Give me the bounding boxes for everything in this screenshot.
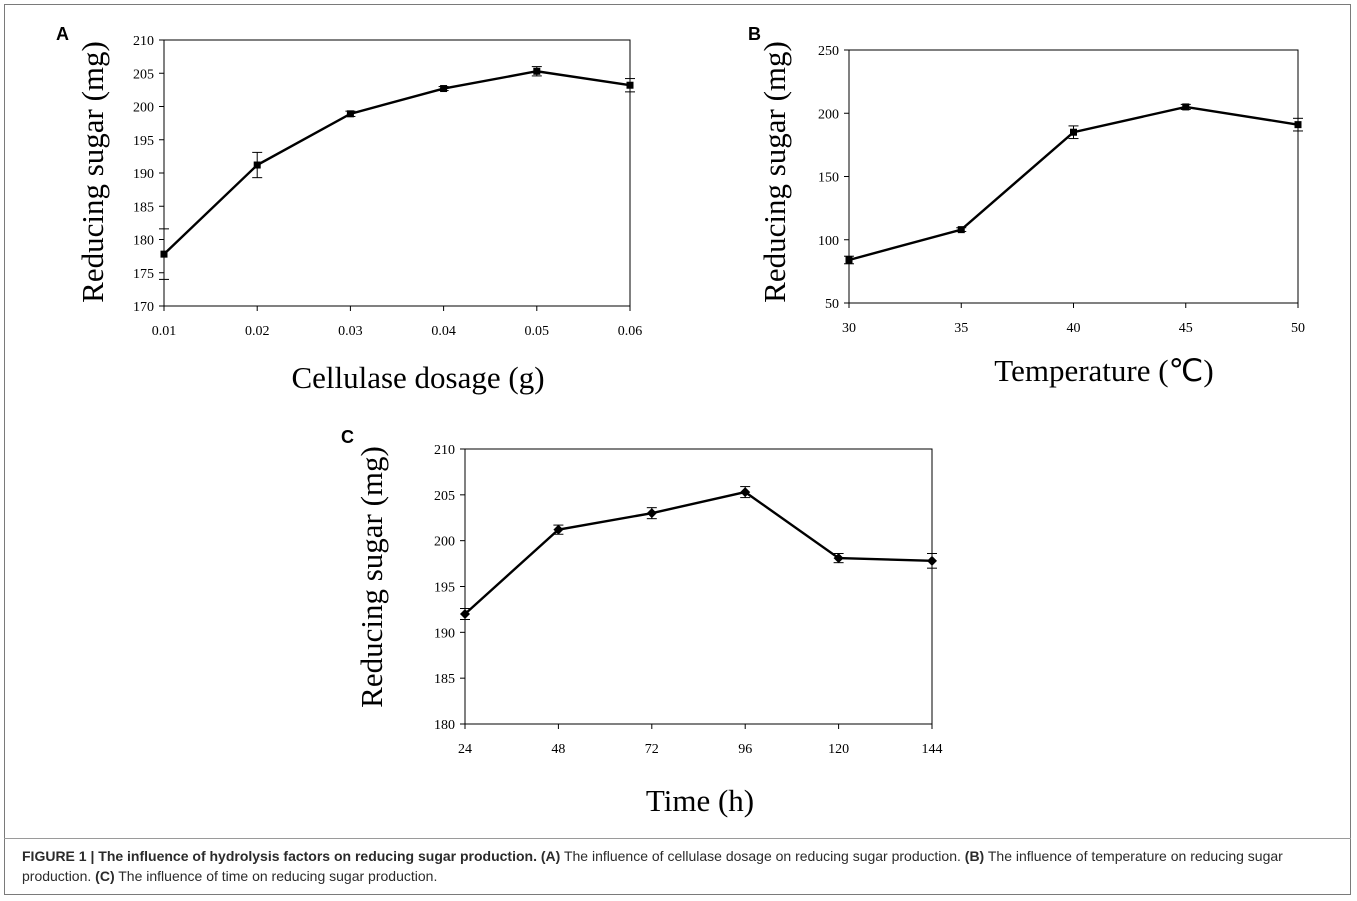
data-point xyxy=(160,250,168,258)
y-axis-title-c: Reducing sugar (mg) xyxy=(354,446,389,708)
data-point xyxy=(740,487,751,498)
data-point xyxy=(845,256,853,264)
x-tick-label: 0.02 xyxy=(245,324,270,339)
x-tick-label: 24 xyxy=(458,742,472,757)
y-tick-label: 180 xyxy=(434,718,455,733)
x-tick-label: 48 xyxy=(551,742,565,757)
x-tick-label: 0.03 xyxy=(338,324,363,339)
chart-a: 170 175 180 185 190 195 200 205 210 0.01 0.02 0.03 0… xyxy=(56,24,642,395)
y-tick-label: 190 xyxy=(133,167,154,182)
y-tick-label: 210 xyxy=(133,34,154,49)
y-tick-label: 185 xyxy=(133,200,154,215)
data-point xyxy=(460,609,470,619)
data-point xyxy=(833,553,844,564)
panel-letter-b: B xyxy=(748,24,761,44)
x-axis-title-c: Time (h) xyxy=(646,783,754,818)
series-line-c xyxy=(464,490,933,615)
y-tick-label: 50 xyxy=(825,297,839,312)
y-tick-label: 195 xyxy=(133,134,154,149)
x-tick-label: 35 xyxy=(954,321,968,336)
y-tick-label: 100 xyxy=(818,234,839,249)
x-tick-label: 0.05 xyxy=(525,324,550,339)
caption-divider xyxy=(4,838,1351,839)
x-axis-title-a: Cellulase dosage (g) xyxy=(291,360,544,395)
y-axis-title-b: Reducing sugar (mg) xyxy=(757,41,792,303)
y-tick-label: 205 xyxy=(133,67,154,82)
x-tick-label: 144 xyxy=(922,742,943,757)
x-tick-label: 120 xyxy=(828,742,849,757)
y-tick-label: 175 xyxy=(133,267,154,282)
x-tick-label: 96 xyxy=(738,742,752,757)
data-point xyxy=(253,161,261,169)
chart-b: 50 100 150 200 250 30 35 40 45 50 B Temperature (℃)… xyxy=(748,24,1305,388)
y-tick-label: 150 xyxy=(818,171,839,186)
x-tick-label: 40 xyxy=(1067,321,1081,336)
caption-c-text: The influence of time on reducing sugar … xyxy=(114,868,438,884)
x-tick-label: 45 xyxy=(1179,321,1193,336)
caption-b-label: (B) xyxy=(964,848,985,864)
data-point xyxy=(440,85,448,93)
data-point xyxy=(553,524,564,535)
x-tick-label: 0.04 xyxy=(431,324,456,339)
y-tick-label: 195 xyxy=(434,581,455,596)
x-tick-label: 72 xyxy=(645,742,659,757)
y-tick-label: 200 xyxy=(434,535,455,550)
y-tick-label: 210 xyxy=(434,443,455,458)
caption-lead: FIGURE 1 | The influence of hydrolysis f… xyxy=(22,848,537,864)
x-tick-label: 0.01 xyxy=(152,324,177,339)
data-point xyxy=(1182,103,1190,111)
data-point xyxy=(1070,128,1077,136)
y-tick-label: 200 xyxy=(818,107,839,122)
caption-b-text: The influence of temperature on reducing… xyxy=(22,848,1283,884)
x-tick-label: 0.06 xyxy=(618,324,643,339)
caption-c-label: (C) xyxy=(95,868,115,884)
chart-c: 180 185 190 195 200 205 210 24 48 72 96 120 144 C Time… xyxy=(341,427,943,818)
x-tick-label: 50 xyxy=(1291,321,1305,336)
data-point xyxy=(646,508,657,519)
y-tick-label: 190 xyxy=(434,626,455,641)
figure-caption: FIGURE 1 | The influence of hydrolysis f… xyxy=(22,846,1332,886)
data-point xyxy=(533,67,541,75)
y-tick-label: 250 xyxy=(818,44,839,59)
panel-letter-c: C xyxy=(341,427,354,447)
data-point xyxy=(927,555,937,566)
caption-a-text: The influence of cellulase dosage on red… xyxy=(560,848,965,864)
plot-area-b xyxy=(848,49,1299,304)
y-axis-title-a: Reducing sugar (mg) xyxy=(75,41,110,303)
x-tick-label: 30 xyxy=(842,321,856,336)
x-axis-title-b: Temperature (℃) xyxy=(994,353,1213,388)
y-tick-label: 170 xyxy=(133,300,154,315)
data-point xyxy=(626,81,634,89)
caption-a-label: (A) xyxy=(540,848,561,864)
panel-letter-a: A xyxy=(56,24,69,44)
data-point xyxy=(1294,121,1302,129)
data-point xyxy=(957,226,965,234)
y-tick-label: 200 xyxy=(133,101,154,116)
series-line-a xyxy=(163,70,631,255)
y-tick-label: 185 xyxy=(434,672,455,687)
plot-area-c xyxy=(464,448,933,725)
data-point xyxy=(346,110,354,118)
plot-area-a xyxy=(163,39,631,307)
y-tick-label: 180 xyxy=(133,234,154,249)
y-tick-label: 205 xyxy=(434,489,455,504)
